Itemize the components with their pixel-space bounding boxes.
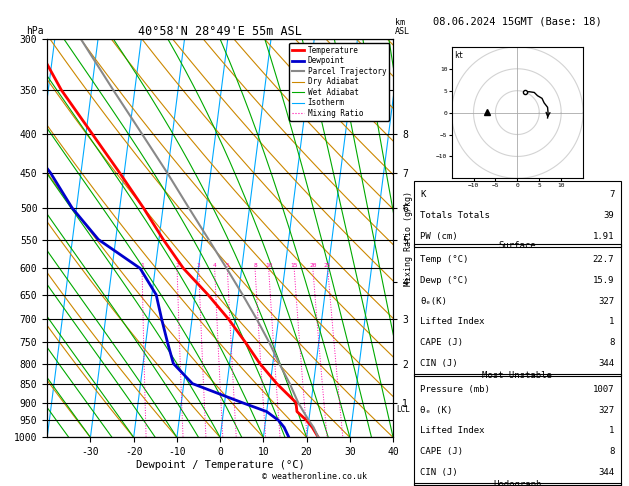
Text: 5: 5	[225, 263, 229, 268]
Text: © weatheronline.co.uk: © weatheronline.co.uk	[262, 472, 367, 481]
Bar	[414, 483, 621, 486]
Text: 344: 344	[598, 359, 615, 368]
X-axis label: Dewpoint / Temperature (°C): Dewpoint / Temperature (°C)	[136, 460, 304, 470]
Bar	[414, 374, 621, 486]
Text: 1.91: 1.91	[593, 232, 615, 241]
Text: 15: 15	[291, 263, 298, 268]
Text: 08.06.2024 15GMT (Base: 18): 08.06.2024 15GMT (Base: 18)	[433, 17, 602, 27]
Text: 1007: 1007	[593, 385, 615, 394]
Text: PW (cm): PW (cm)	[420, 232, 458, 241]
Text: θₑ (K): θₑ (K)	[420, 406, 453, 415]
Text: 8: 8	[609, 338, 615, 347]
Text: 39: 39	[604, 211, 615, 220]
Text: 7: 7	[609, 190, 615, 199]
Text: 1: 1	[609, 317, 615, 326]
Text: 25: 25	[324, 263, 331, 268]
Legend: Temperature, Dewpoint, Parcel Trajectory, Dry Adiabat, Wet Adiabat, Isotherm, Mi: Temperature, Dewpoint, Parcel Trajectory…	[289, 43, 389, 121]
Text: 1: 1	[140, 263, 144, 268]
Text: 8: 8	[609, 447, 615, 456]
Text: 327: 327	[598, 406, 615, 415]
Text: CAPE (J): CAPE (J)	[420, 338, 464, 347]
Text: 10: 10	[265, 263, 272, 268]
Text: kt: kt	[454, 51, 464, 60]
Text: θₑ(K): θₑ(K)	[420, 296, 447, 306]
Text: Hodograph: Hodograph	[493, 481, 542, 486]
Text: 8: 8	[253, 263, 257, 268]
Title: 40°58'N 28°49'E 55m ASL: 40°58'N 28°49'E 55m ASL	[138, 25, 302, 38]
Text: Mixing Ratio (g/kg): Mixing Ratio (g/kg)	[404, 191, 413, 286]
Text: Most Unstable: Most Unstable	[482, 371, 552, 381]
Text: 15.9: 15.9	[593, 276, 615, 285]
Text: 327: 327	[598, 296, 615, 306]
Text: km
ASL: km ASL	[395, 18, 410, 36]
Text: K: K	[420, 190, 426, 199]
Text: CIN (J): CIN (J)	[420, 468, 458, 477]
Text: Temp (°C): Temp (°C)	[420, 255, 469, 264]
Text: 4: 4	[213, 263, 216, 268]
Text: 1: 1	[609, 426, 615, 435]
Text: Lifted Index: Lifted Index	[420, 426, 485, 435]
Text: 344: 344	[598, 468, 615, 477]
Text: CAPE (J): CAPE (J)	[420, 447, 464, 456]
Text: 20: 20	[309, 263, 316, 268]
Text: 22.7: 22.7	[593, 255, 615, 264]
Text: 2: 2	[175, 263, 179, 268]
Bar	[414, 243, 621, 376]
Text: Totals Totals: Totals Totals	[420, 211, 490, 220]
Text: Pressure (mb): Pressure (mb)	[420, 385, 490, 394]
Bar	[414, 181, 621, 246]
Text: Lifted Index: Lifted Index	[420, 317, 485, 326]
Text: Dewp (°C): Dewp (°C)	[420, 276, 469, 285]
Text: 3: 3	[197, 263, 201, 268]
Text: CIN (J): CIN (J)	[420, 359, 458, 368]
Text: Surface: Surface	[499, 242, 536, 250]
Text: hPa: hPa	[26, 26, 44, 36]
Text: LCL: LCL	[397, 405, 411, 414]
